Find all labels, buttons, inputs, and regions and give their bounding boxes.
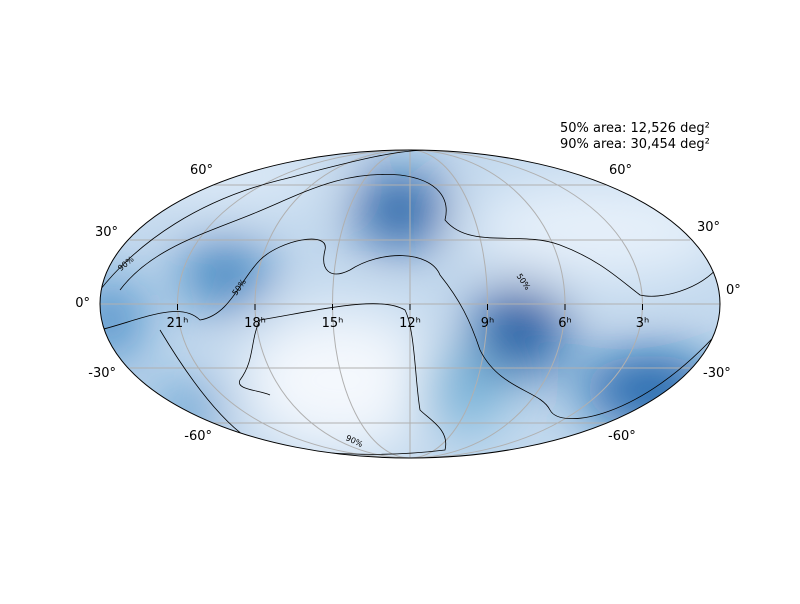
dec-label: 0° bbox=[726, 283, 741, 298]
dec-label: 60° bbox=[609, 163, 632, 178]
dec-label: -30° bbox=[703, 366, 731, 381]
dec-label: -60° bbox=[608, 429, 636, 444]
ra-label: 12ʰ bbox=[399, 316, 421, 331]
area-annotation: 50% area: 12,526 deg² bbox=[560, 121, 710, 136]
ra-label: 3ʰ bbox=[636, 316, 650, 331]
map-border bbox=[99, 149, 721, 459]
ra-label: 15ʰ bbox=[322, 316, 344, 331]
dec-label: 60° bbox=[190, 163, 213, 178]
dec-label: -30° bbox=[88, 366, 116, 381]
ra-label: 6ʰ bbox=[558, 316, 572, 331]
dec-label: 0° bbox=[75, 296, 90, 311]
ra-label: 9ʰ bbox=[481, 316, 495, 331]
area-annotation: 90% area: 30,454 deg² bbox=[560, 137, 710, 152]
dec-label: -60° bbox=[184, 429, 212, 444]
dec-labels: 60° 60° 30° 30° 0° 0° -30° -30° -60° -60° bbox=[75, 163, 741, 444]
dec-label: 30° bbox=[95, 225, 118, 240]
ra-labels: 21ʰ 18ʰ 15ʰ 12ʰ 9ʰ 6ʰ 3ʰ bbox=[167, 304, 650, 331]
ra-label: 21ʰ bbox=[167, 316, 189, 331]
probability-map bbox=[100, 150, 720, 458]
ra-label: 18ʰ bbox=[244, 316, 266, 331]
dec-label: 30° bbox=[697, 220, 720, 235]
